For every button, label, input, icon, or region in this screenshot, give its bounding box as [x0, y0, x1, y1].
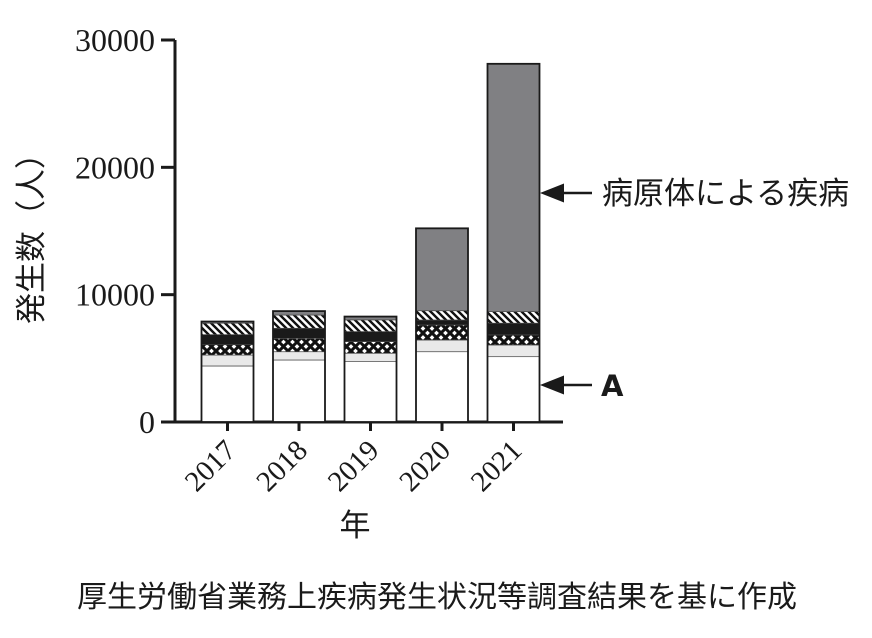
- bar-segment-crosshatch-segment-2017: [201, 344, 254, 356]
- bar-segment-black-segment-2018: [272, 327, 326, 339]
- bar-segment-crosshatch-segment-2019: [344, 341, 397, 354]
- bar-segment-light-gray-segment-2019: [344, 352, 397, 362]
- bar-outline-2021: [486, 62, 541, 423]
- bar-segment-crosshatch-segment-2018: [272, 337, 326, 353]
- bar-segment-crosshatch-segment-2021: [487, 334, 540, 346]
- a-annotation-label: A: [601, 369, 624, 403]
- y-tick-label: 10000: [75, 277, 155, 313]
- bar-segment-light-gray-segment-2020: [415, 339, 469, 353]
- bar-outline-2019: [343, 315, 398, 423]
- bar-segment-A-2019: [344, 361, 397, 423]
- pathogen-arrow-head-icon: [540, 183, 564, 203]
- bar-segment-diagonal-stripe-segment-2021: [487, 311, 540, 324]
- x-tick-label-2019: 2019: [322, 434, 386, 498]
- bar-outline-2017: [200, 320, 255, 423]
- a-arrow-head-icon: [540, 375, 564, 395]
- bar-segment-light-gray-segment-2018: [272, 351, 326, 361]
- bar-segment-light-gray-segment-2021: [487, 344, 540, 358]
- y-axis-title: 発生数（人）: [14, 138, 49, 324]
- x-tick-label-2020: 2020: [393, 434, 457, 498]
- y-tick-label: 20000: [75, 149, 155, 185]
- source-caption: 厚生労働省業務上疾病発生状況等調査結果を基に作成: [77, 581, 797, 614]
- bar-segment-diagonal-stripe-segment-2019: [344, 319, 397, 332]
- bar-segment-black-segment-2020: [415, 319, 469, 326]
- plot-area: 0 10000 20000 30000 2017 2018 2019 2020 2021: [75, 22, 563, 498]
- bar-segment-pathogen-disease-segment-2021: [487, 63, 540, 312]
- bar-segment-A-2020: [415, 351, 469, 423]
- bar-segment-black-segment-2019: [344, 331, 397, 343]
- bar-outline-2018: [272, 310, 326, 423]
- bar-segment-crosshatch-segment-2020: [415, 324, 469, 341]
- annotation-pathogen: 病原体による疾病: [540, 176, 849, 211]
- bar-segment-light-gray-segment-2017: [201, 354, 254, 367]
- y-tick-label: 0: [139, 404, 155, 440]
- bar-outline-2020: [415, 227, 469, 423]
- y-tick-label: 30000: [75, 22, 155, 58]
- x-axis-title: 年: [340, 508, 371, 543]
- bar-segment-black-segment-2021: [487, 322, 540, 336]
- bar-segment-pathogen-disease-segment-2020: [415, 227, 469, 312]
- bar-segment-A-2018: [272, 359, 326, 423]
- bar-segment-black-segment-2017: [201, 334, 254, 346]
- bar-segment-A-2017: [201, 365, 254, 423]
- x-tick-label-2021: 2021: [465, 434, 529, 498]
- bar-segment-diagonal-stripe-segment-2020: [415, 310, 469, 321]
- pathogen-annotation-label: 病原体による疾病: [602, 176, 849, 211]
- bar-segment-diagonal-stripe-segment-2017: [201, 322, 254, 335]
- bar-segment-A-2021: [487, 356, 540, 423]
- annotation-a: A: [540, 369, 624, 403]
- x-tick-label-2017: 2017: [179, 434, 243, 498]
- x-tick-label-2018: 2018: [250, 434, 314, 498]
- bar-segment-diagonal-stripe-segment-2018: [272, 314, 326, 329]
